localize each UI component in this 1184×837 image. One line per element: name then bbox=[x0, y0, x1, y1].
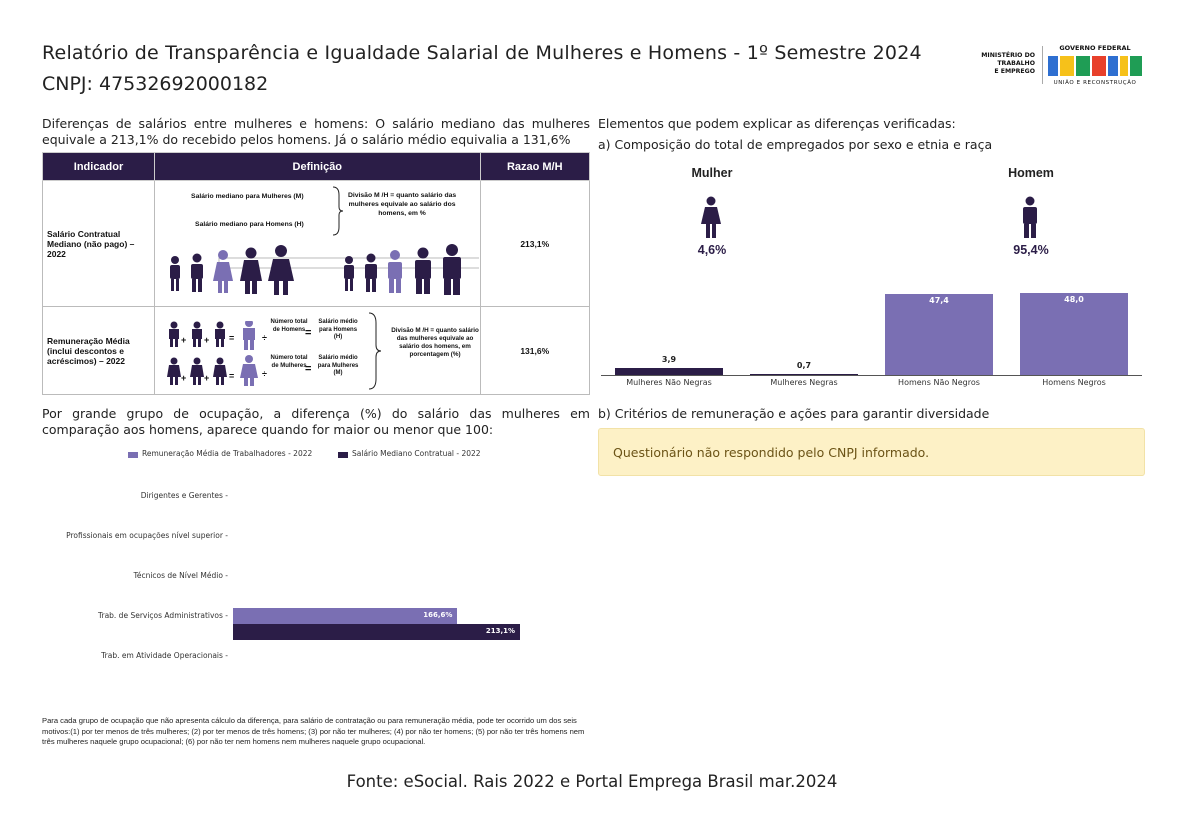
svg-text:+: + bbox=[181, 373, 186, 383]
women-label: Mulher bbox=[691, 166, 733, 180]
composition-category-label: Homens Não Negros bbox=[898, 378, 980, 387]
composition-value-label: 0,7 bbox=[796, 360, 812, 370]
svg-text:÷: ÷ bbox=[262, 369, 267, 379]
footnote: Para cada grupo de ocupação que não apre… bbox=[42, 716, 585, 746]
ratio-cell: 131,6% bbox=[479, 306, 590, 395]
indicator-cell: Remuneração Média (inclui descontos e ac… bbox=[41, 306, 156, 395]
woman-icon bbox=[701, 196, 721, 238]
composition-category-label: Mulheres Negras bbox=[770, 378, 838, 387]
equals-icon: = bbox=[305, 327, 312, 339]
svg-text:+: + bbox=[181, 335, 186, 345]
salary-intro: Diferenças de salários entre mulheres e … bbox=[42, 116, 590, 147]
svg-text:=: = bbox=[229, 371, 234, 381]
composition-bar bbox=[615, 368, 723, 375]
brasil-logo bbox=[1048, 56, 1142, 76]
composition-value-label: 3,9 bbox=[661, 355, 677, 365]
th-razao: Razao M/H bbox=[479, 152, 590, 181]
ministry-line-1: MINISTÉRIO DO bbox=[981, 52, 1035, 59]
gov-federal-label: GOVERNO FEDERAL bbox=[1059, 44, 1131, 52]
composition-bar bbox=[1020, 293, 1128, 375]
legend-label-mediano: Salário Mediano Contratual - 2022 bbox=[352, 449, 481, 458]
brace-icon bbox=[369, 312, 382, 390]
legend-swatch-mediano bbox=[338, 452, 348, 458]
composition-category-label: Mulheres Não Negras bbox=[626, 378, 712, 387]
definition-cell: + + = + + = ÷ ÷ Número total de Homens = Salá… bbox=[154, 306, 481, 395]
category-label: Técnicos de Nível Médio - bbox=[133, 571, 228, 580]
bar-value-label: 213,1% bbox=[485, 627, 515, 635]
cnpj-text: CNPJ: 47532692000182 bbox=[42, 73, 269, 95]
section-b-title: b) Critérios de remuneração e ações para… bbox=[598, 406, 990, 421]
man-icon bbox=[1023, 196, 1037, 238]
page-title: Relatório de Transparência e Igualdade S… bbox=[42, 42, 922, 64]
men-pct: 95,4% bbox=[1013, 243, 1049, 257]
def-men-median: Salário mediano para Homens (H) bbox=[195, 221, 304, 228]
num-women-label: Número total de Mulheres bbox=[270, 355, 308, 369]
num-men-label: Número total de Homens bbox=[270, 319, 308, 333]
category-label: Profissionais em ocupações nível superio… bbox=[66, 531, 228, 540]
composition-bar bbox=[750, 373, 858, 375]
indicator-table: Indicador Definição Razao M/H Salário Co… bbox=[41, 152, 590, 395]
definition-cell: Salário mediano para Mulheres (M) Salári… bbox=[154, 180, 481, 307]
bar-mediano bbox=[233, 624, 520, 640]
ratio-cell: 213,1% bbox=[479, 180, 590, 307]
composition-value-label: 47,4 bbox=[929, 296, 949, 306]
women-pct: 4,6% bbox=[697, 243, 727, 257]
indicator-cell: Salário Contratual Mediano (não pago) – … bbox=[41, 180, 156, 307]
notice-text: Questionário não respondido pelo CNPJ in… bbox=[613, 445, 930, 460]
explain-intro: Elementos que podem explicar as diferenç… bbox=[598, 116, 956, 131]
th-indicador: Indicador bbox=[41, 152, 156, 181]
svg-text:+: + bbox=[204, 373, 209, 383]
def-division-note: Divisão M /H = quanto salário das mulher… bbox=[347, 192, 457, 217]
bar-value-label: 166,6% bbox=[423, 611, 453, 619]
occupation-intro: Por grande grupo de ocupação, a diferenç… bbox=[42, 406, 590, 437]
composition-category-label: Homens Negros bbox=[1042, 378, 1106, 387]
def-women-median: Salário mediano para Mulheres (M) bbox=[191, 193, 304, 200]
ministry-line-2: TRABALHO bbox=[997, 60, 1035, 67]
svg-text:+: + bbox=[204, 335, 209, 345]
notice-box: Questionário não respondido pelo CNPJ in… bbox=[598, 428, 1145, 476]
ministry-logo-text: MINISTÉRIO DO TRABALHO E EMPREGO bbox=[965, 52, 1035, 76]
composition-value-label: 48,0 bbox=[1064, 295, 1084, 304]
equals-icon: = bbox=[305, 363, 312, 375]
category-label: Dirigentes e Gerentes - bbox=[140, 491, 228, 500]
svg-text:÷: ÷ bbox=[262, 333, 267, 343]
bar-media bbox=[233, 608, 458, 624]
category-label: Trab. em Atividade Operacionais - bbox=[101, 651, 228, 660]
avg-men-label: Salário médio para Homens (H) bbox=[318, 319, 358, 340]
logo-divider bbox=[1042, 46, 1043, 84]
def-division-note: Divisão M /H = quanto salário das mulher… bbox=[391, 327, 479, 358]
svg-text:=: = bbox=[229, 333, 234, 343]
sum-figures-icon: + + = + + = ÷ ÷ bbox=[167, 321, 267, 386]
people-figures-icon bbox=[170, 244, 480, 295]
th-definicao: Definição bbox=[154, 152, 481, 181]
footer-source: Fonte: eSocial. Rais 2022 e Portal Empre… bbox=[346, 772, 838, 791]
uniao-tagline: UNIÃO E RECONSTRUÇÃO bbox=[1053, 80, 1137, 86]
men-label: Homem bbox=[1008, 166, 1054, 180]
avg-women-label: Salário médio para Mulheres (M) bbox=[317, 355, 359, 376]
legend-label-media: Remuneração Média de Trabalhadores - 202… bbox=[142, 449, 313, 458]
category-label: Trab. de Serviços Administrativos - bbox=[98, 611, 228, 620]
ministry-line-3: E EMPREGO bbox=[994, 68, 1035, 75]
x-axis-line bbox=[601, 375, 1142, 376]
composition-bar bbox=[885, 294, 993, 375]
section-a-title: a) Composição do total de empregados por… bbox=[598, 137, 993, 152]
legend-swatch-media bbox=[128, 452, 138, 458]
brace-icon bbox=[333, 186, 344, 236]
